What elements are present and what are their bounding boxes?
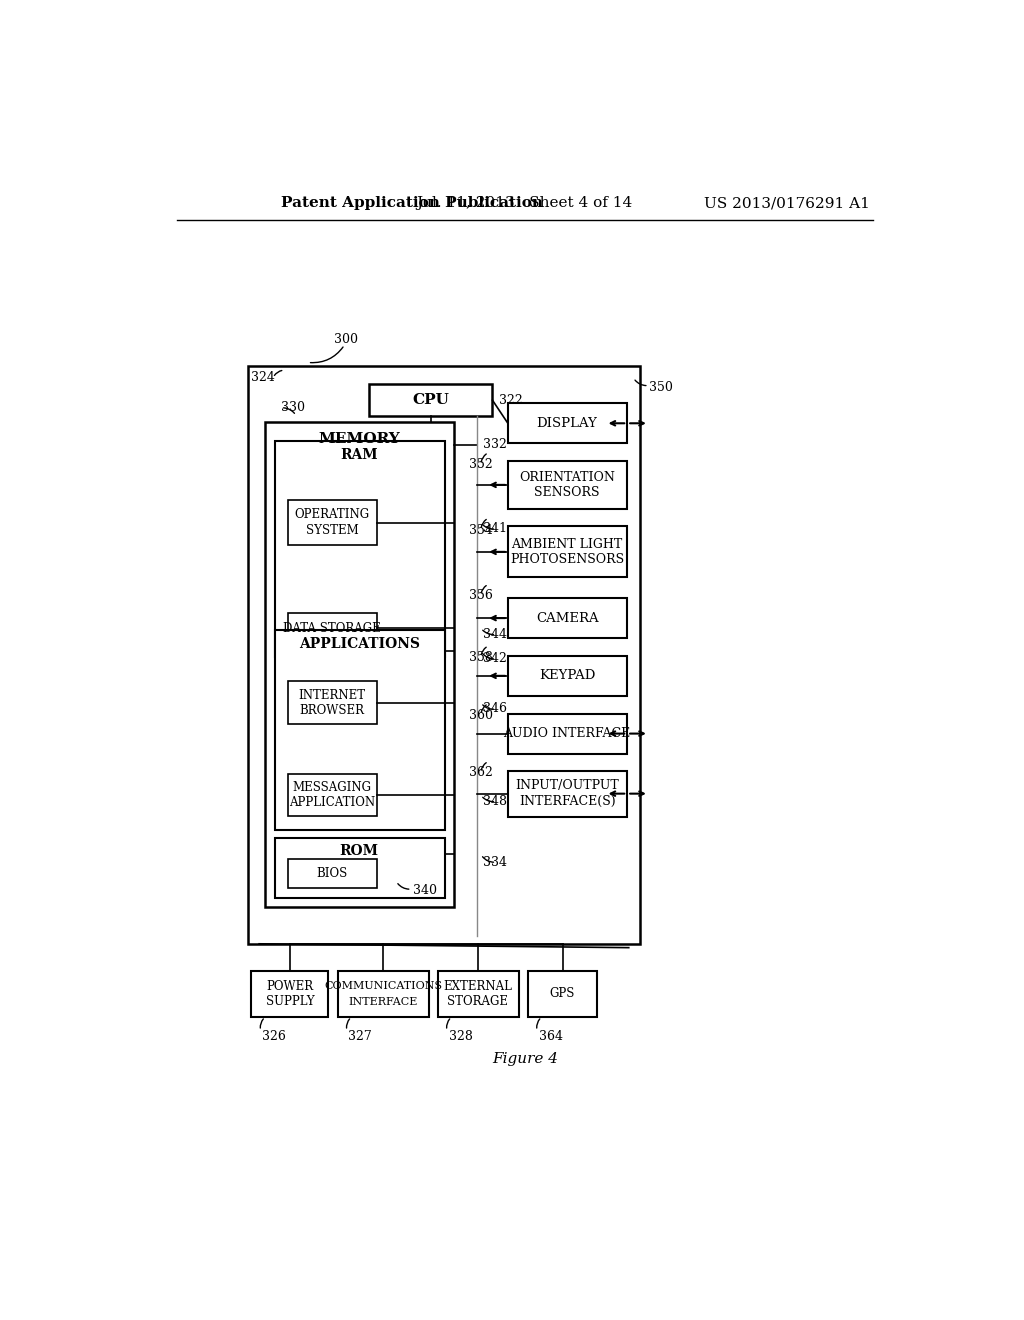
- Text: 364: 364: [539, 1031, 562, 1044]
- Text: CAMERA: CAMERA: [536, 611, 598, 624]
- Bar: [289, 614, 377, 643]
- Text: INPUT/OUTPUT: INPUT/OUTPUT: [515, 779, 620, 792]
- Text: US 2013/0176291 A1: US 2013/0176291 A1: [703, 197, 869, 210]
- Bar: [289, 859, 377, 888]
- Text: ROM: ROM: [340, 845, 379, 858]
- Bar: [274, 630, 444, 830]
- Text: Jul. 11, 2013   Sheet 4 of 14: Jul. 11, 2013 Sheet 4 of 14: [417, 197, 633, 210]
- Bar: [274, 441, 444, 656]
- Text: SENSORS: SENSORS: [535, 486, 600, 499]
- Text: 326: 326: [262, 1031, 286, 1044]
- Text: RAM: RAM: [340, 447, 378, 462]
- Text: AUDIO INTERFACE: AUDIO INTERFACE: [504, 727, 631, 741]
- Bar: [274, 838, 444, 898]
- Text: 354: 354: [469, 524, 494, 537]
- Bar: [508, 598, 628, 638]
- Bar: [289, 774, 377, 816]
- Bar: [252, 970, 329, 1016]
- Text: STORAGE: STORAGE: [447, 995, 508, 1008]
- Text: 350: 350: [649, 381, 673, 395]
- Text: 334: 334: [483, 855, 507, 869]
- Bar: [508, 527, 628, 577]
- Text: CPU: CPU: [413, 393, 450, 407]
- Text: DATA STORAGE: DATA STORAGE: [284, 622, 381, 635]
- Bar: [248, 367, 640, 944]
- Text: COMMUNICATIONS: COMMUNICATIONS: [324, 981, 442, 991]
- Text: MESSAGING: MESSAGING: [293, 781, 372, 795]
- Text: 327: 327: [348, 1031, 372, 1044]
- Text: 346: 346: [483, 702, 507, 715]
- Text: 352: 352: [469, 458, 494, 471]
- Bar: [370, 384, 493, 416]
- Bar: [528, 970, 597, 1016]
- Text: MEMORY: MEMORY: [318, 432, 400, 446]
- Bar: [508, 461, 628, 508]
- Text: APPLICATIONS: APPLICATIONS: [299, 636, 420, 651]
- Text: 340: 340: [413, 884, 437, 898]
- Text: 360: 360: [469, 709, 494, 722]
- Text: 358: 358: [469, 651, 494, 664]
- Text: BIOS: BIOS: [316, 867, 348, 880]
- Bar: [289, 500, 377, 545]
- Text: 344: 344: [483, 628, 507, 640]
- Text: INTERFACE(S): INTERFACE(S): [519, 795, 615, 808]
- Bar: [508, 771, 628, 817]
- Text: POWER: POWER: [266, 979, 313, 993]
- Text: BROWSER: BROWSER: [300, 704, 365, 717]
- Bar: [289, 681, 377, 723]
- Text: Figure 4: Figure 4: [492, 1052, 558, 1067]
- Text: AMBIENT LIGHT: AMBIENT LIGHT: [512, 537, 623, 550]
- Text: 322: 322: [499, 393, 522, 407]
- Text: 328: 328: [449, 1031, 472, 1044]
- Text: OPERATING: OPERATING: [295, 508, 370, 521]
- Text: SYSTEM: SYSTEM: [306, 524, 358, 537]
- Bar: [338, 970, 429, 1016]
- Text: GPS: GPS: [550, 987, 575, 1001]
- Text: ORIENTATION: ORIENTATION: [519, 471, 615, 483]
- Text: 356: 356: [469, 589, 494, 602]
- Text: DISPLAY: DISPLAY: [537, 417, 598, 430]
- Text: EXTERNAL: EXTERNAL: [443, 979, 512, 993]
- Bar: [508, 656, 628, 696]
- Text: 300: 300: [334, 333, 358, 346]
- Text: 324: 324: [251, 371, 274, 384]
- Text: 348: 348: [483, 795, 507, 808]
- Bar: [265, 422, 454, 907]
- Text: 362: 362: [469, 767, 494, 779]
- Text: KEYPAD: KEYPAD: [539, 669, 595, 682]
- Text: 342: 342: [483, 652, 507, 665]
- Bar: [438, 970, 518, 1016]
- Text: INTERNET: INTERNET: [299, 689, 366, 702]
- Text: Patent Application Publication: Patent Application Publication: [281, 197, 543, 210]
- Text: 330: 330: [281, 401, 305, 414]
- Text: 332: 332: [483, 438, 507, 451]
- Text: APPLICATION: APPLICATION: [289, 796, 376, 809]
- Bar: [508, 404, 628, 444]
- Text: INTERFACE: INTERFACE: [348, 997, 418, 1007]
- Text: 341: 341: [483, 523, 507, 536]
- Text: PHOTOSENSORS: PHOTOSENSORS: [510, 553, 625, 566]
- Text: SUPPLY: SUPPLY: [265, 995, 314, 1008]
- Bar: [508, 714, 628, 754]
